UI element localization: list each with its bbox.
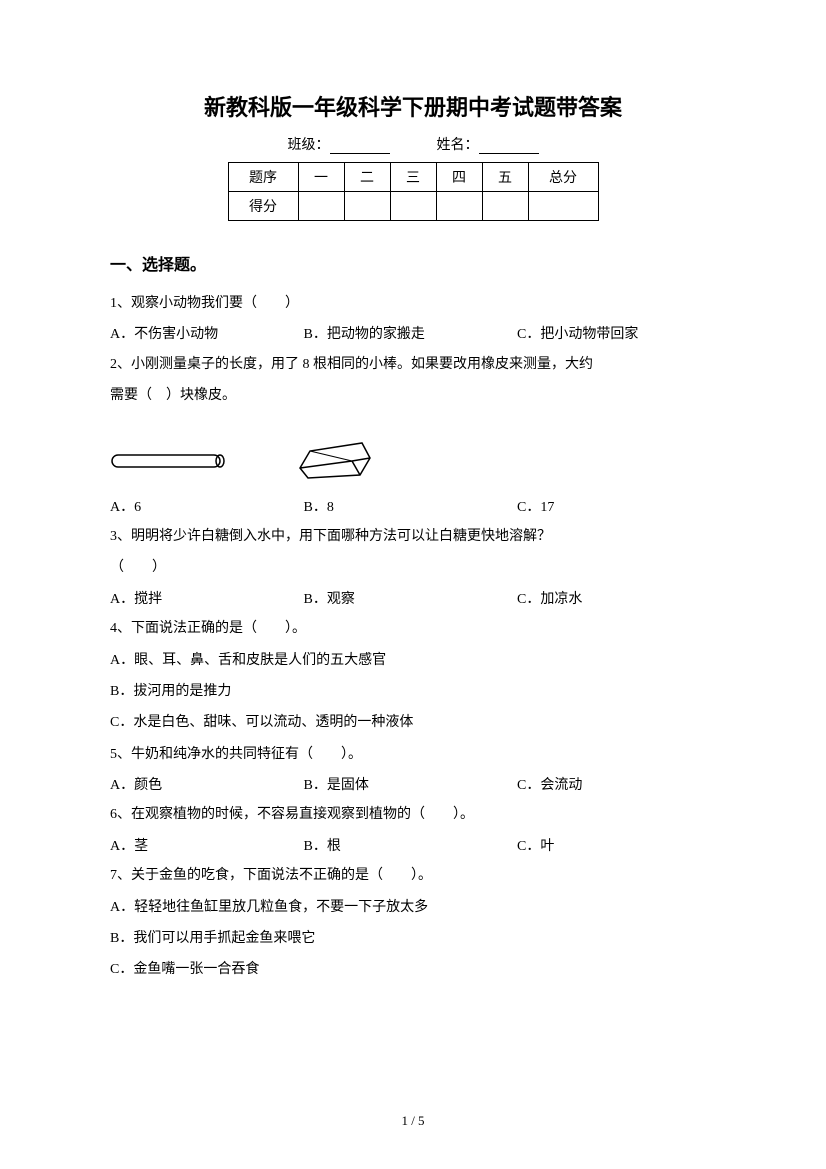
q2-a: A．6 — [110, 493, 300, 522]
q7-a: A．轻轻地往鱼缸里放几粒鱼食，不要一下子放太多 — [110, 893, 716, 922]
q3-text1: 3、明明将少许白糖倒入水中，用下面哪种方法可以让白糖更快地溶解？ — [110, 522, 716, 551]
q1-b: B．把动物的家搬走 — [304, 320, 514, 349]
q2-images — [110, 423, 716, 483]
score-4 — [436, 192, 482, 221]
page-number: 1 / 5 — [0, 1113, 826, 1129]
q3-a: A．搅拌 — [110, 585, 300, 614]
q2-text2: 需要（ ）块橡皮。 — [110, 381, 716, 410]
name-blank — [479, 138, 539, 154]
q7-text: 7、关于金鱼的吃食，下面说法不正确的是（ ）。 — [110, 861, 716, 890]
q4-text: 4、下面说法正确的是（ ）。 — [110, 614, 716, 643]
q2-c: C．17 — [517, 493, 554, 522]
q7-b: B．我们可以用手抓起金鱼来喂它 — [110, 924, 716, 953]
q7-c: C．金鱼嘴一张一合吞食 — [110, 955, 716, 984]
q6-options: A．茎 B．根 C．叶 — [110, 832, 716, 861]
q6-text: 6、在观察植物的时候，不容易直接观察到植物的（ ）。 — [110, 800, 716, 829]
q1-c: C．把小动物带回家 — [517, 320, 638, 349]
stick-icon — [110, 451, 230, 471]
q6-a: A．茎 — [110, 832, 300, 861]
score-label: 得分 — [228, 192, 298, 221]
eraser-icon — [290, 433, 380, 483]
section-1-title: 一、选择题。 — [110, 251, 716, 275]
score-table: 题序 一 二 三 四 五 总分 得分 — [228, 162, 599, 221]
col-4: 四 — [436, 163, 482, 192]
q5-a: A．颜色 — [110, 771, 300, 800]
total-label: 总分 — [528, 163, 598, 192]
col-1: 一 — [298, 163, 344, 192]
col-3: 三 — [390, 163, 436, 192]
q1-a: A．不伤害小动物 — [110, 320, 300, 349]
q1-text: 1、观察小动物我们要（ ） — [110, 289, 716, 318]
q6-b: B．根 — [304, 832, 514, 861]
q4-c: C．水是白色、甜味、可以流动、透明的一种液体 — [110, 708, 716, 737]
q5-text: 5、牛奶和纯净水的共同特征有（ ）。 — [110, 740, 716, 769]
info-row: 班级： 姓名： — [110, 134, 716, 154]
q5-options: A．颜色 B．是固体 C．会流动 — [110, 771, 716, 800]
header-label: 题序 — [228, 163, 298, 192]
q3-c: C．加凉水 — [517, 585, 582, 614]
q5-c: C．会流动 — [517, 771, 582, 800]
document-title: 新教科版一年级科学下册期中考试题带答案 — [110, 90, 716, 122]
q2-options: A．6 B．8 C．17 — [110, 493, 716, 522]
col-2: 二 — [344, 163, 390, 192]
score-total — [528, 192, 598, 221]
class-label: 班级： — [288, 138, 330, 153]
q3-options: A．搅拌 B．观察 C．加凉水 — [110, 585, 716, 614]
class-blank — [330, 138, 390, 154]
score-5 — [482, 192, 528, 221]
q5-b: B．是固体 — [304, 771, 514, 800]
score-2 — [344, 192, 390, 221]
score-1 — [298, 192, 344, 221]
q1-options: A．不伤害小动物 B．把动物的家搬走 C．把小动物带回家 — [110, 320, 716, 349]
q2-b: B．8 — [304, 493, 514, 522]
q3-b: B．观察 — [304, 585, 514, 614]
name-label: 姓名： — [437, 138, 479, 153]
score-3 — [390, 192, 436, 221]
q6-c: C．叶 — [517, 832, 554, 861]
q3-text2: （ ） — [110, 553, 716, 582]
q4-b: B．拔河用的是推力 — [110, 677, 716, 706]
q2-text1: 2、小刚测量桌子的长度，用了 8 根相同的小棒。如果要改用橡皮来测量，大约 — [110, 350, 716, 379]
q4-a: A．眼、耳、鼻、舌和皮肤是人们的五大感官 — [110, 646, 716, 675]
col-5: 五 — [482, 163, 528, 192]
